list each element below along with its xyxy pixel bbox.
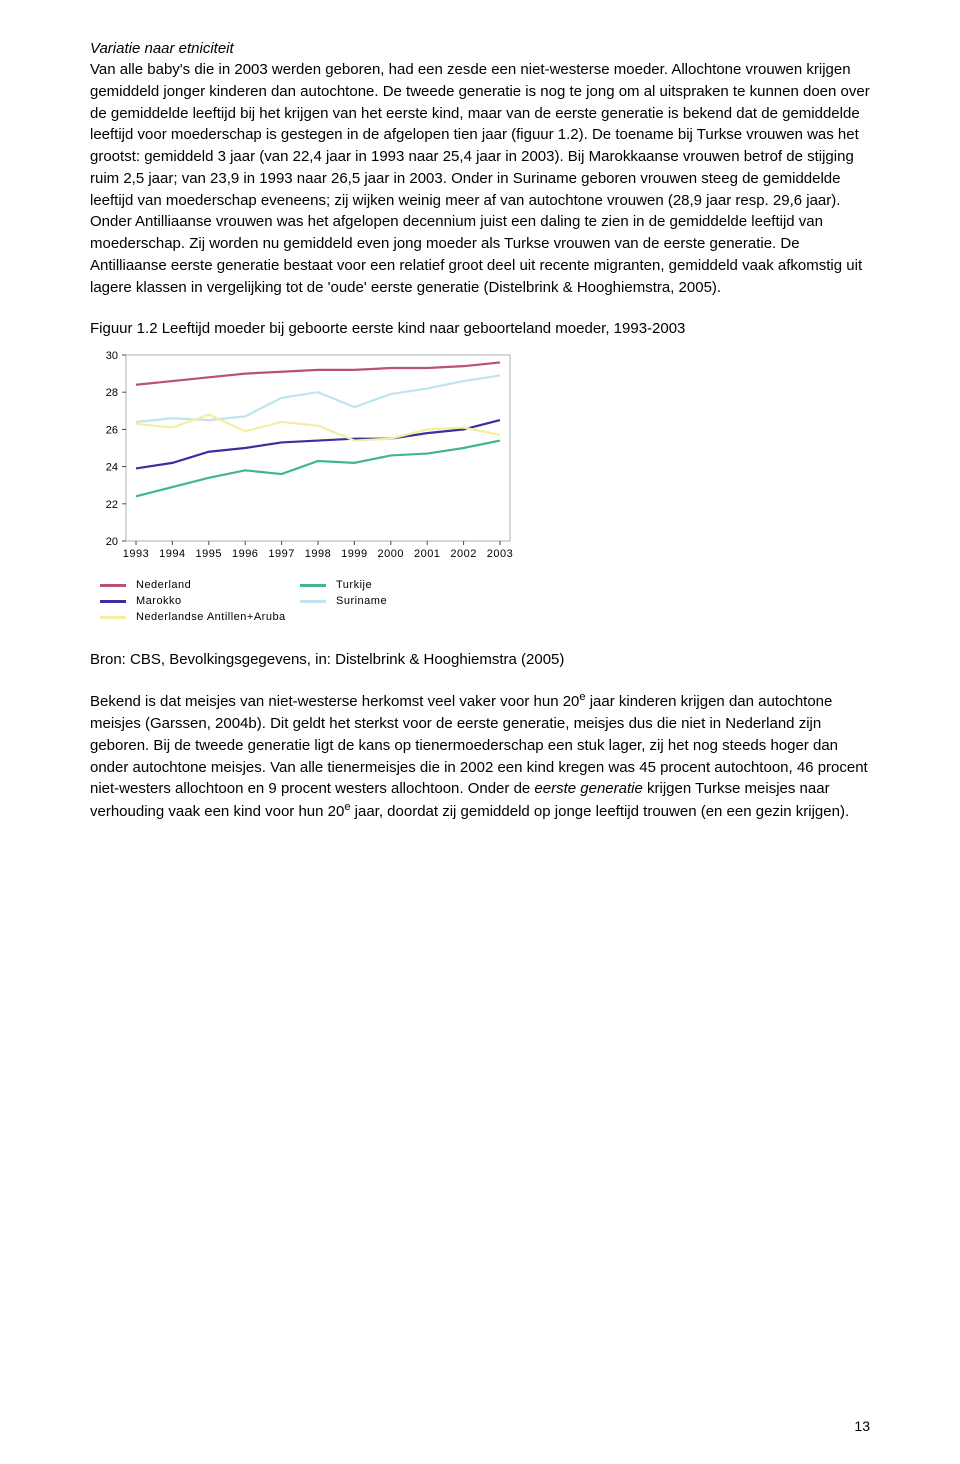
- section-heading: Variatie naar etniciteit: [90, 40, 870, 57]
- paragraph-2: Bekend is dat meisjes van niet-westerse …: [90, 690, 870, 823]
- swatch-antillen: [100, 616, 126, 619]
- legend-label: Suriname: [336, 595, 387, 607]
- svg-text:2001: 2001: [414, 548, 440, 560]
- page-number: 13: [854, 1418, 870, 1434]
- svg-text:1993: 1993: [123, 548, 149, 560]
- svg-text:1999: 1999: [341, 548, 367, 560]
- svg-text:20: 20: [106, 536, 118, 548]
- legend-label: Marokko: [136, 595, 182, 607]
- legend-item-nederland: Nederland: [90, 579, 290, 591]
- svg-text:1994: 1994: [159, 548, 185, 560]
- legend-item-antillen: Nederlandse Antillen+Aruba: [90, 611, 350, 623]
- swatch-nederland: [100, 584, 126, 587]
- line-chart: 20 22 24 26 28 30 1993 1994 1995 1996 1997 1998 1999…: [90, 347, 520, 623]
- swatch-turkije: [300, 584, 326, 587]
- svg-text:2003: 2003: [487, 548, 513, 560]
- svg-text:1998: 1998: [305, 548, 331, 560]
- svg-text:30: 30: [106, 350, 118, 362]
- svg-text:22: 22: [106, 499, 118, 511]
- legend-label: Nederlandse Antillen+Aruba: [136, 611, 286, 623]
- svg-text:26: 26: [106, 425, 118, 437]
- svg-text:1997: 1997: [268, 548, 294, 560]
- svg-text:1996: 1996: [232, 548, 258, 560]
- legend-label: Turkije: [336, 579, 372, 591]
- svg-text:2000: 2000: [378, 548, 404, 560]
- legend-item-marokko: Marokko: [90, 595, 290, 607]
- p2-italic: eerste generatie: [534, 780, 642, 797]
- svg-text:28: 28: [106, 387, 118, 399]
- svg-text:1995: 1995: [196, 548, 222, 560]
- legend-item-turkije: Turkije: [290, 579, 490, 591]
- legend-label: Nederland: [136, 579, 191, 591]
- svg-text:24: 24: [106, 462, 118, 474]
- p2-end: jaar, doordat zij gemiddeld op jonge lee…: [350, 803, 849, 820]
- p2-pre: Bekend is dat meisjes van niet-westerse …: [90, 693, 579, 710]
- chart-svg: 20 22 24 26 28 30 1993 1994 1995 1996 1997 1998 1999…: [90, 347, 520, 567]
- legend-item-suriname: Suriname: [290, 595, 490, 607]
- paragraph-1: Van alle baby's die in 2003 werden gebor…: [90, 59, 870, 298]
- chart-source: Bron: CBS, Bevolkingsgegevens, in: Diste…: [90, 651, 870, 668]
- figure-caption: Figuur 1.2 Leeftijd moeder bij geboorte …: [90, 320, 870, 337]
- svg-text:2002: 2002: [450, 548, 476, 560]
- chart-legend: Nederland Turkije Marokko Suriname Neder…: [90, 579, 520, 623]
- swatch-marokko: [100, 600, 126, 603]
- swatch-suriname: [300, 600, 326, 603]
